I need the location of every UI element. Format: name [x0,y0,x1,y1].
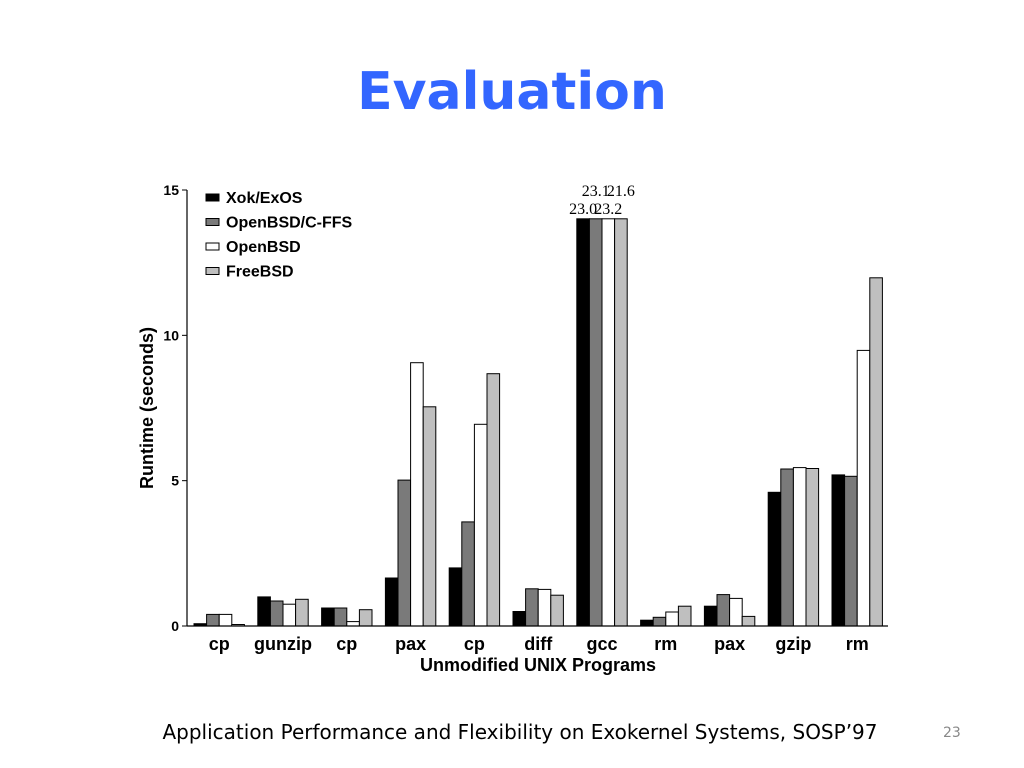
legend-swatch [205,242,220,251]
bar [397,479,412,627]
bar [576,218,590,627]
bar [410,362,424,627]
bar [640,619,654,627]
x-tick-label: pax [714,634,745,654]
bar [448,567,463,627]
bar [550,594,564,627]
bar [461,521,475,627]
bar [206,613,220,627]
bar [218,613,233,627]
bar [384,577,399,627]
bar [257,596,271,627]
bar [716,594,731,627]
x-tick-label: pax [395,634,426,654]
legend-label: OpenBSD/C-FFS [226,215,353,232]
x-axis-label: Unmodified UNIX Programs [420,655,656,675]
bar-value-label: 23.1 [582,183,610,200]
bar [601,218,616,627]
bar [512,611,527,627]
x-tick-label: rm [846,634,869,654]
bar [844,475,858,627]
legend-label: FreeBSD [226,264,294,281]
x-tick-label: rm [654,634,677,654]
x-tick-label: cp [336,634,357,654]
x-tick-label: cp [209,634,230,654]
legend-label: Xok/ExOS [226,190,303,207]
legend-label: OpenBSD [226,239,301,256]
bar-value-label: 23.2 [594,201,622,218]
bar-chart: cp gunzip cp pax cp diff gcc rm pax gzip rm 0 5 10 15 R… [137,182,888,675]
bar [422,406,437,627]
legend-swatch [205,193,220,202]
bar [805,468,820,627]
y-tick-label: 15 [163,182,179,198]
bar [729,597,743,627]
bar [321,607,335,627]
bar [346,621,360,627]
bar [295,598,309,627]
chart-legend: Xok/ExOS OpenBSD/C-FFS OpenBSD FreeBSD [205,190,353,281]
bar [741,615,756,627]
y-tick-label: 5 [171,473,179,489]
bar [486,373,501,627]
legend-swatch [205,267,220,275]
bar [665,611,679,627]
axes-layer: cp gunzip cp pax cp diff gcc rm pax gzip rm 0 5 10 15 R… [137,182,888,675]
bar [780,468,794,627]
bar [792,467,807,627]
x-tick-label: diff [524,634,553,654]
x-tick-label: gzip [775,634,811,654]
slide-caption: Application Performance and Flexibility … [162,720,878,744]
y-axis-label: Runtime (seconds) [137,327,157,489]
bar-value-label: 23.0 [569,201,597,218]
bar [856,349,871,627]
y-tick-label: 0 [171,618,179,634]
legend-swatch [205,218,220,226]
bar [677,605,692,627]
bar [333,607,348,627]
bar [652,616,667,627]
bar [525,588,539,627]
bar [869,277,883,627]
bar [282,603,297,627]
bar [358,609,373,627]
bar [703,605,718,627]
bars-layer [193,218,883,627]
bar-value-label: 21.6 [607,183,635,200]
labels-layer: 23.023.223.121.6 [569,183,635,218]
bar [473,423,488,627]
x-tick-label: gunzip [254,634,312,654]
slide-number: 23 [943,725,961,741]
y-tick-label: 10 [163,327,179,343]
bar [537,588,552,627]
bar [614,218,628,627]
bar [588,218,603,627]
bar [831,474,846,627]
bar [767,491,782,627]
bar [269,600,284,627]
slide-title: Evaluation [357,62,667,122]
x-tick-label: gcc [586,634,617,654]
x-tick-label: cp [464,634,485,654]
